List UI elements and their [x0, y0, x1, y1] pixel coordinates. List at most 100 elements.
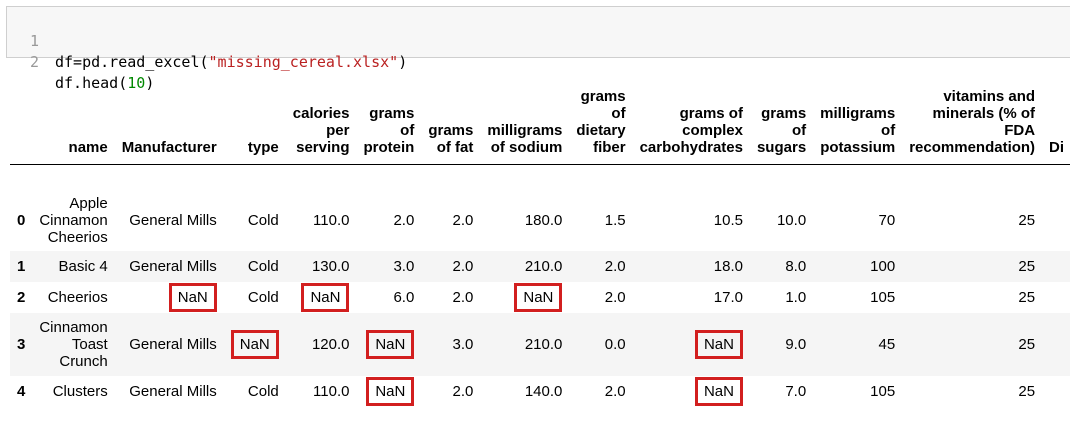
table-cell: 70	[878, 211, 896, 229]
table-cell: 105	[870, 289, 896, 306]
table-cell: 2.0	[604, 289, 626, 306]
code-line-1: 1 df=pd.read_excel("missing_cereal.xlsx"…	[7, 10, 407, 71]
nan-highlight: NaN	[366, 330, 415, 359]
table-cell: 3.0	[452, 336, 474, 353]
table-row: 4 Clusters General Mills Cold 110.0 NaN 2.0 140…	[10, 376, 1070, 407]
column-header: Di	[1042, 88, 1070, 165]
nan-highlight: NaN	[168, 283, 217, 312]
table-cell	[1042, 282, 1070, 313]
code-string: "missing_cereal.xlsx"	[208, 53, 399, 71]
table-cell: 2.0	[452, 258, 474, 275]
code-line-2: 2 df.head(10)	[7, 31, 154, 92]
table-cell: NaN	[480, 282, 569, 313]
table-cell	[1042, 313, 1070, 376]
table-row: 0 Apple Cinnamon Cheerios General Mills Col…	[10, 189, 1070, 251]
table-cell: 7.0	[785, 383, 807, 400]
table-cell: 0.0	[604, 336, 626, 353]
column-header: grams of dietary fiber	[569, 88, 633, 165]
table-cell: 2.0	[604, 383, 626, 400]
column-header: vitamins and minerals (% of FDA recommen…	[902, 88, 1043, 165]
table-cell	[1042, 189, 1070, 251]
code-text: )	[398, 53, 408, 71]
header-row: name Manufacturer type calories per serv…	[10, 88, 1070, 165]
table-cell: General Mills	[129, 211, 217, 229]
line-number: 2	[29, 53, 39, 71]
table-cell: 6.0	[393, 289, 415, 306]
line-number: 1	[29, 32, 39, 50]
table-cell: NaN	[633, 313, 750, 376]
table-cell: Cinnamon Toast Crunch	[39, 319, 108, 370]
table-cell: 120.0	[311, 336, 350, 353]
column-header: milligrams of potassium	[813, 88, 903, 165]
table-cell: 8.0	[785, 258, 807, 275]
table-cell: Cold	[247, 258, 279, 275]
nan-highlight: NaN	[230, 330, 279, 359]
row-index: 3	[17, 336, 26, 353]
table-cell: General Mills	[129, 336, 217, 353]
table-cell: 9.0	[785, 336, 807, 353]
table-cell: 210.0	[524, 336, 563, 353]
table-cell: 45	[878, 336, 896, 353]
table-cell: General Mills	[129, 383, 217, 400]
table-cell: NaN	[356, 313, 421, 376]
column-header: grams of fat	[421, 88, 481, 165]
table-cell: 130.0	[311, 258, 350, 275]
column-header: type	[223, 88, 286, 165]
table-cell: NaN	[115, 282, 224, 313]
index-header	[10, 88, 33, 165]
table-cell: 2.0	[604, 258, 626, 275]
table-cell: 10.5	[713, 211, 743, 229]
table-cell: 1.5	[604, 211, 626, 229]
table-cell: General Mills	[129, 258, 217, 275]
dataframe-table: name Manufacturer type calories per serv…	[10, 88, 1070, 407]
table-cell	[1042, 251, 1070, 282]
code-text: df=pd.read_excel(	[55, 53, 209, 71]
code-cell[interactable]: 1 df=pd.read_excel("missing_cereal.xlsx"…	[6, 6, 1070, 92]
code-text: )	[145, 74, 155, 92]
table-cell: 2.0	[393, 211, 415, 229]
table-cell: Apple Cinnamon Cheerios	[39, 194, 108, 246]
row-index: 2	[17, 289, 26, 306]
table-cell	[1042, 376, 1070, 407]
table-row: 3 Cinnamon Toast Crunch General Mills NaN 12…	[10, 313, 1070, 376]
row-index: 0	[17, 211, 26, 229]
table-cell: Cheerios	[47, 289, 108, 306]
column-header: grams of sugars	[749, 88, 814, 165]
table-cell: 180.0	[524, 211, 563, 229]
table-cell: 2.0	[452, 383, 474, 400]
table-cell: 25	[1018, 211, 1036, 229]
code-number: 10	[127, 74, 146, 92]
table-cell: NaN	[286, 282, 357, 313]
table-cell: 2.0	[452, 289, 474, 306]
table-row: 2 Cheerios NaN Cold NaN 6.0 2.0 NaN 2.0 17.0 1.0 10…	[10, 282, 1070, 313]
table-cell: NaN	[633, 376, 750, 407]
table-cell: 25	[1018, 258, 1036, 275]
table-cell: 1.0	[785, 289, 807, 306]
table-cell: 110.0	[313, 383, 350, 400]
column-header: name	[32, 88, 115, 165]
table-cell: 18.0	[713, 258, 743, 275]
nan-highlight: NaN	[301, 283, 350, 312]
table-cell: Cold	[247, 289, 279, 306]
table-cell: Clusters	[52, 383, 108, 400]
nan-highlight: NaN	[694, 330, 743, 359]
table-cell: 25	[1018, 383, 1036, 400]
table-cell: Cold	[247, 383, 279, 400]
nan-highlight: NaN	[366, 377, 415, 406]
table-cell: 210.0	[524, 258, 563, 275]
row-index: 1	[17, 258, 26, 275]
table-cell: NaN	[224, 313, 286, 376]
row-index: 4	[17, 383, 26, 400]
column-header: milligrams of sodium	[480, 88, 570, 165]
table-cell: 140.0	[524, 383, 563, 400]
table-cell: 105	[870, 383, 896, 400]
code-text: df.head(	[55, 74, 128, 92]
column-header: grams of complex carbohydrates	[632, 88, 750, 165]
table-cell: 17.0	[713, 289, 743, 306]
output-area: name Manufacturer type calories per serv…	[0, 88, 1070, 428]
table-cell: 10.0	[776, 211, 807, 229]
nan-highlight: NaN	[694, 377, 743, 406]
column-header: calories per serving	[285, 88, 357, 165]
table-cell: Cold	[247, 211, 279, 229]
table-cell: 110.0	[313, 211, 350, 229]
